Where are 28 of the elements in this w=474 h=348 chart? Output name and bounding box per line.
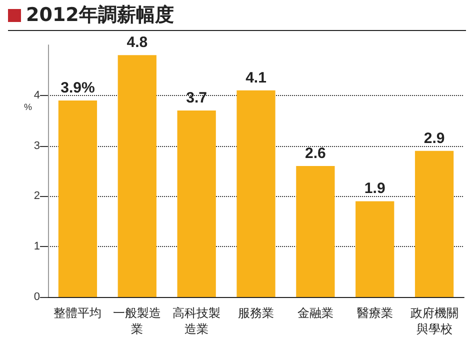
data-label: 3.7 (186, 90, 207, 107)
y-tick-label: 1 (34, 240, 40, 253)
bar (177, 110, 216, 297)
data-label: 4.8 (126, 34, 148, 52)
y-tick-label: 0 (34, 291, 40, 303)
bar (236, 90, 276, 297)
x-tick-label: 服務業 (238, 306, 274, 320)
bar (296, 166, 335, 297)
data-label: 4.1 (246, 69, 266, 86)
chart-title: 2012年調薪幅度 (26, 3, 174, 28)
x-tick-label: 一般製造業 (113, 306, 162, 336)
data-label: 3.9% (60, 79, 95, 96)
y-tick-label: 4 (34, 89, 40, 102)
bar (58, 100, 98, 297)
bar (118, 55, 156, 297)
y-tick-label: 2 (34, 190, 40, 202)
data-label: 2.6 (305, 144, 326, 162)
x-tick-label: 整體平均 (54, 306, 102, 320)
x-tick-label: 高科技製造業 (172, 306, 221, 336)
x-tick-label: 金融業 (297, 306, 334, 320)
x-tick-label: 政府機關與學校 (410, 306, 458, 336)
data-label: 2.9 (424, 130, 445, 147)
bar (414, 150, 454, 297)
y-tick-label: 3 (34, 140, 40, 152)
x-tick-label: 醫療業 (356, 306, 393, 320)
data-label: 1.9 (364, 180, 386, 198)
y-axis-title: % (24, 102, 32, 112)
bar (356, 201, 394, 297)
